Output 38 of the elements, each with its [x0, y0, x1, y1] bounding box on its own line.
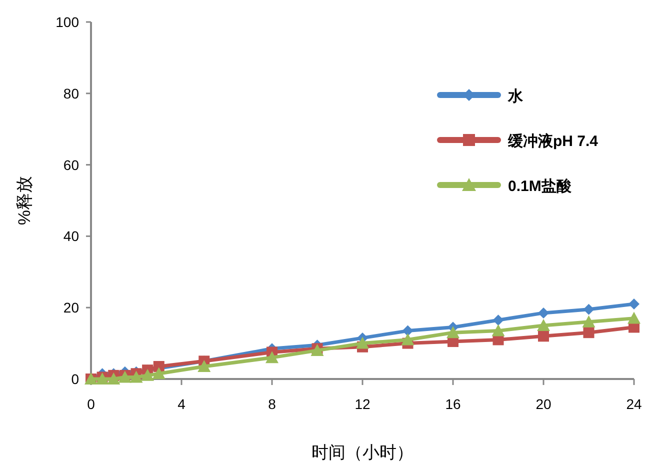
x-tick-label: 12	[354, 396, 370, 412]
x-tick-label: 8	[268, 396, 276, 412]
x-tick-label: 4	[178, 396, 186, 412]
x-tick-label: 20	[536, 396, 552, 412]
y-axis-title: %释放	[15, 176, 34, 226]
point	[582, 315, 596, 328]
point	[537, 318, 550, 331]
point	[583, 327, 594, 338]
x-tick-label: 16	[445, 396, 461, 412]
legend-label: 缓冲液pH 7.4	[507, 132, 599, 150]
x-axis-title: 时间（小时）	[312, 443, 414, 462]
x-tick-label: 24	[626, 396, 642, 412]
point	[628, 312, 640, 324]
y-tick-label: 0	[71, 371, 80, 387]
point	[492, 324, 505, 336]
point	[141, 368, 154, 381]
point	[401, 333, 414, 346]
legend-label: 0.1M盐酸	[508, 178, 572, 195]
point	[198, 360, 211, 372]
point	[356, 336, 369, 349]
point	[538, 307, 549, 318]
point	[628, 298, 640, 310]
y-tick-label: 20	[63, 300, 80, 316]
point	[402, 325, 414, 336]
point	[583, 304, 594, 315]
point	[446, 326, 460, 338]
y-tick-label: 80	[63, 85, 80, 102]
y-tick-label: 100	[56, 14, 80, 30]
y-tick-label: 40	[63, 228, 80, 244]
point	[266, 351, 278, 364]
point	[107, 372, 120, 384]
legend-label: 水	[507, 88, 524, 105]
x-tick-label: 0	[87, 396, 96, 412]
point	[538, 330, 549, 342]
point	[152, 367, 166, 380]
y-tick-label: 60	[63, 156, 80, 173]
point	[492, 314, 504, 326]
point	[130, 370, 143, 383]
